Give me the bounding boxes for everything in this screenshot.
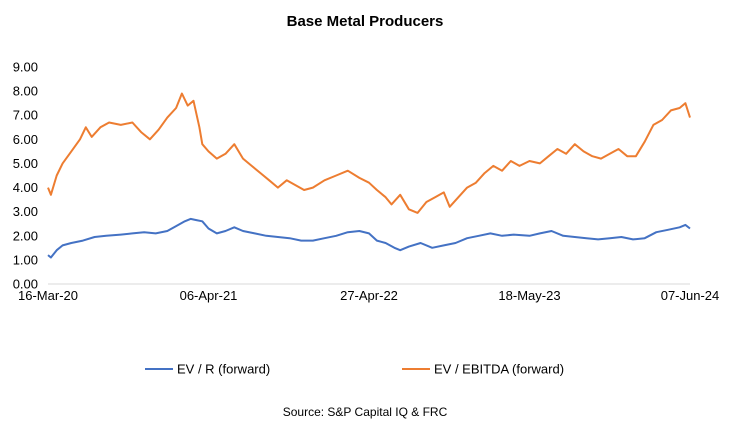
legend-label: EV / EBITDA (forward) — [434, 362, 564, 377]
y-axis: 0.00 1.00 2.00 3.00 4.00 5.00 6.00 7.00 8.00 9.00 — [13, 60, 38, 292]
series-line-ev-ebitda — [47, 92, 691, 214]
y-tick-label: 7.00 — [13, 108, 38, 123]
legend-label: EV / R (forward) — [177, 362, 270, 377]
chart-title: Base Metal Producers — [287, 13, 444, 30]
source-note: Source: S&P Capital IQ & FRC — [283, 405, 448, 419]
x-tick-label: 18-May-23 — [498, 288, 560, 303]
y-tick-label: 1.00 — [13, 252, 38, 267]
x-tick-label: 27-Apr-22 — [340, 288, 398, 303]
y-tick-label: 0.00 — [13, 277, 38, 292]
x-tick-label: 07-Jun-24 — [661, 288, 720, 303]
x-tick-label: 06-Apr-21 — [180, 288, 238, 303]
legend: EV / R (forward) EV / EBITDA (forward) — [145, 362, 564, 377]
y-tick-label: 3.00 — [13, 204, 38, 219]
x-tick-label: 16-Mar-20 — [18, 288, 78, 303]
y-tick-label: 8.00 — [13, 84, 38, 99]
y-tick-label: 6.00 — [13, 132, 38, 147]
y-tick-label: 2.00 — [13, 228, 38, 243]
y-tick-label: 4.00 — [13, 180, 38, 195]
series-line-ev-r — [47, 217, 691, 259]
series-lines — [47, 92, 691, 259]
y-tick-label: 5.00 — [13, 156, 38, 171]
y-tick-label: 9.00 — [13, 60, 38, 75]
x-axis: 16-Mar-20 06-Apr-21 27-Apr-22 18-May-23 07-J… — [18, 288, 719, 303]
